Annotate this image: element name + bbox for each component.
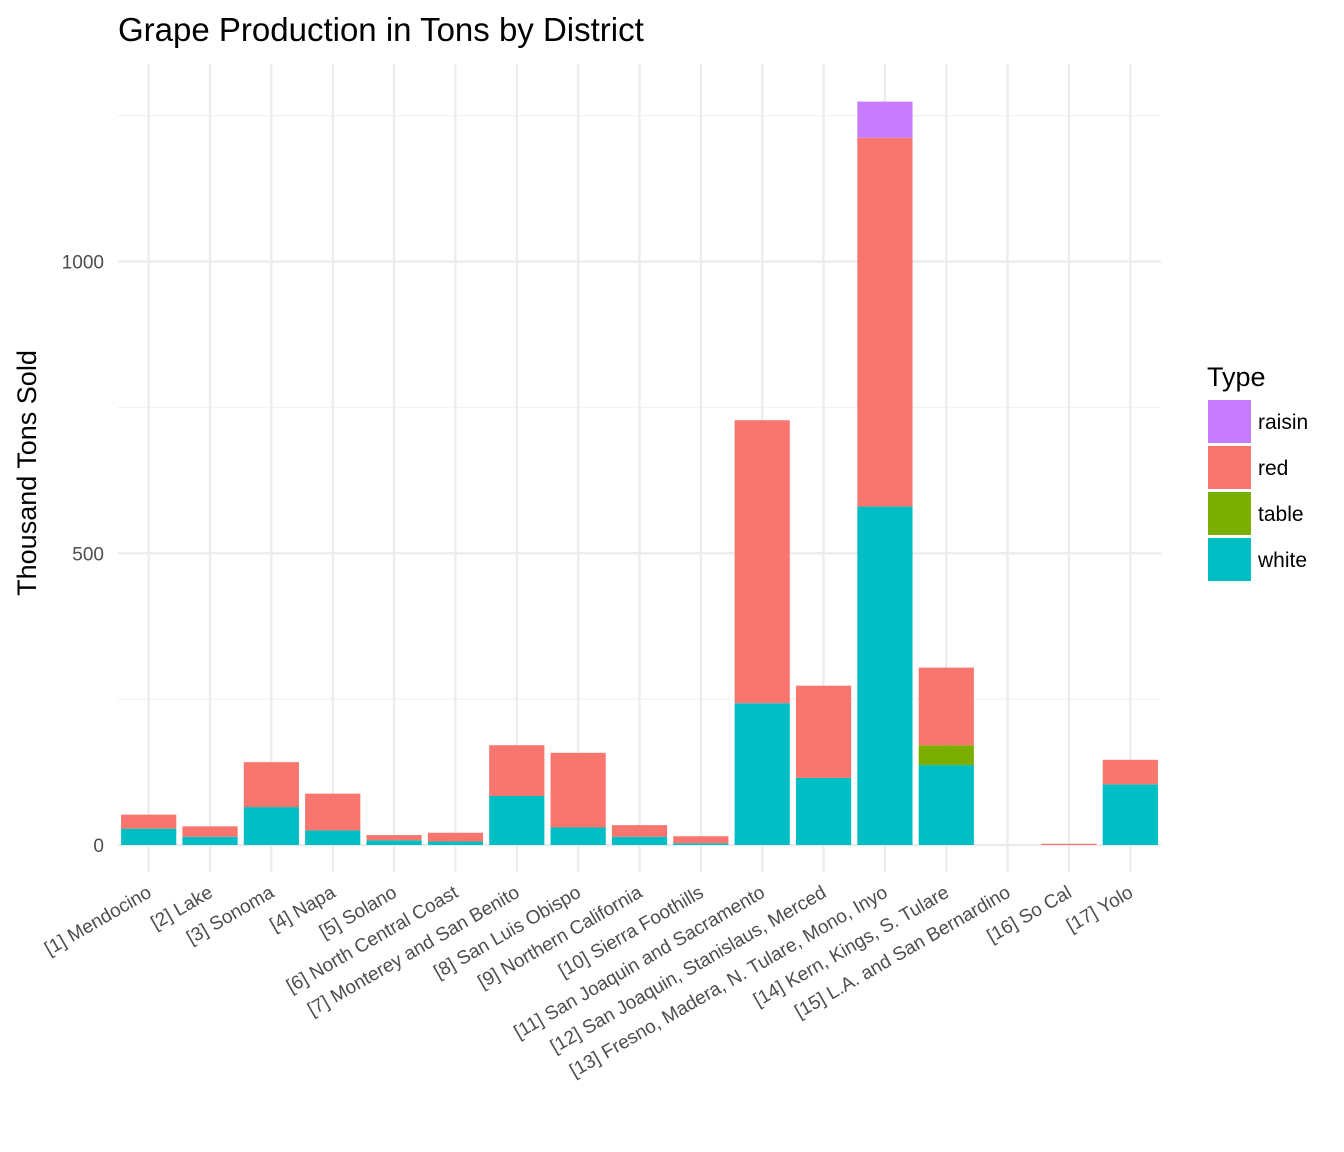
legend-label-red: red <box>1258 457 1288 480</box>
bar-segment-red <box>673 836 729 844</box>
bar-segment-white <box>366 840 422 845</box>
legend-label-table: table <box>1258 503 1304 526</box>
bar-segment-white <box>121 828 177 845</box>
legend-key-red <box>1208 446 1251 489</box>
bar-segment-table <box>918 745 974 766</box>
bar-segment-white <box>611 836 668 845</box>
bar-segment-red <box>427 832 484 842</box>
legend: raisin red table white <box>1208 400 1308 581</box>
y-axis-label: Thousand Tons Sold <box>12 350 42 596</box>
bar-segment-red <box>918 667 974 746</box>
bar-segment-red <box>550 752 606 828</box>
bar-segment-red <box>182 826 238 837</box>
y-tick-label: 1000 <box>62 253 104 274</box>
y-tick-label: 0 <box>93 836 104 857</box>
legend-label-white: white <box>1257 549 1307 572</box>
bar-segment-red <box>1102 759 1158 785</box>
bar-segment-red <box>734 420 790 704</box>
bar-segment-white <box>550 827 606 845</box>
x-tick-label: [17] Yolo <box>1063 882 1137 937</box>
legend-label-raisin: raisin <box>1258 411 1308 434</box>
bar-segment-red <box>795 685 852 778</box>
bar-segment-white <box>918 765 974 845</box>
bar-segment-white <box>795 777 852 845</box>
bar-segment-white <box>857 506 913 845</box>
bar-segment-red <box>611 825 668 837</box>
y-tick-label: 500 <box>72 544 104 565</box>
legend-key-white <box>1208 538 1251 581</box>
bar-segment-white <box>673 843 729 845</box>
bar-segment-red <box>121 814 177 829</box>
bar-segment-red <box>243 762 299 808</box>
bar-segment-red <box>366 835 422 841</box>
x-axis-ticks: [1] Mendocino[2] Lake[3] Sonoma[4] Napa[… <box>41 882 1137 1082</box>
bar-segment-white <box>243 807 299 845</box>
bar-segment-white <box>1102 784 1158 845</box>
bar-segment-white <box>182 836 238 845</box>
bars <box>121 101 1158 845</box>
x-tick-label: [1] Mendocino <box>41 882 155 960</box>
bar-segment-white <box>489 795 545 845</box>
legend-title: Type <box>1207 362 1266 392</box>
bar-segment-raisin <box>857 101 913 138</box>
y-axis-ticks: 0 500 1000 <box>62 253 104 858</box>
bar-segment-white <box>427 841 484 845</box>
chart-title: Grape Production in Tons by District <box>118 11 644 48</box>
bar-segment-red <box>857 137 913 507</box>
bar-segment-white <box>734 703 790 845</box>
legend-key-table <box>1208 492 1251 535</box>
bar-segment-red <box>1041 843 1097 845</box>
bar-segment-red <box>305 793 361 831</box>
grid <box>118 64 1161 872</box>
bar-segment-red <box>489 745 545 796</box>
bar-segment-white <box>305 830 361 845</box>
legend-key-raisin <box>1208 400 1251 443</box>
